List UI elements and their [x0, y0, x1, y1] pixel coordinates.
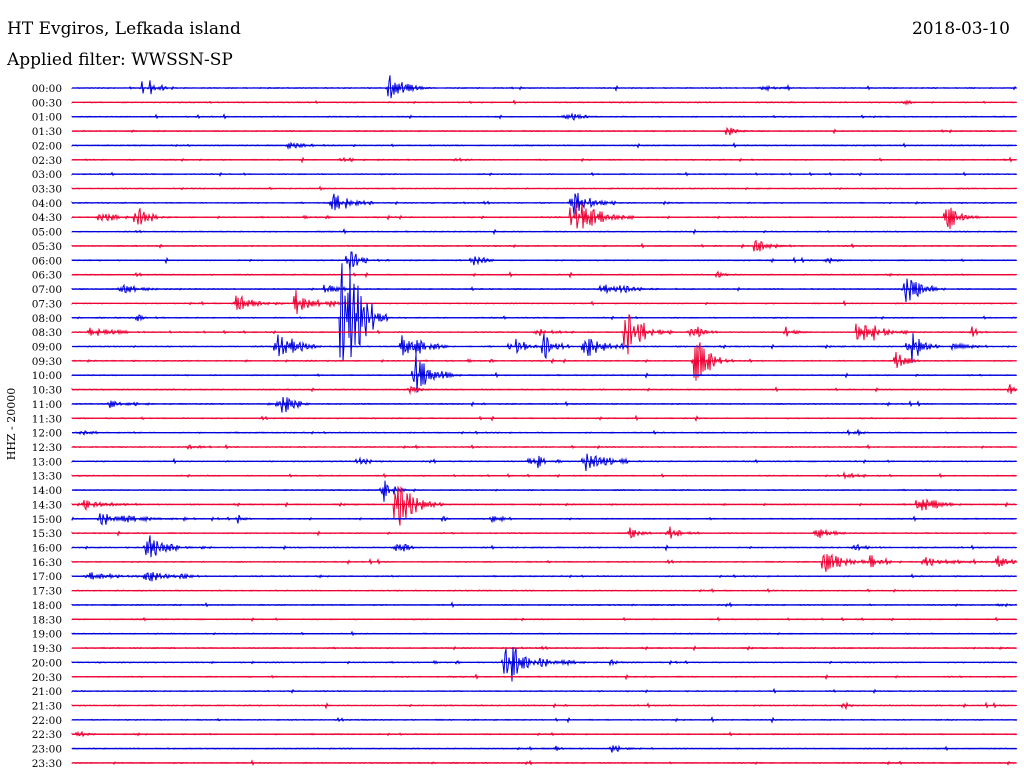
trace-row [72, 333, 1018, 364]
time-label: 21:30 [32, 700, 62, 712]
trace-group [71, 75, 1018, 766]
time-label: 14:30 [32, 499, 62, 511]
trace-row [71, 75, 1018, 99]
time-label-group: 00:00 00:30 01:00 01:30 02:00 02:30 03:00 03:30… [32, 83, 62, 770]
trace-row [72, 480, 1018, 502]
time-label: 20:00 [32, 657, 62, 669]
time-label: 12:30 [32, 442, 62, 454]
time-label: 03:30 [32, 184, 62, 196]
time-label: 04:30 [32, 212, 62, 224]
time-label: 08:30 [32, 327, 62, 339]
station-title: HT Evgiros, Lefkada island [7, 19, 241, 39]
time-label: 15:00 [32, 514, 62, 526]
trace-row [71, 526, 1018, 539]
trace-row [71, 203, 1018, 230]
time-label: 12:00 [32, 428, 62, 440]
trace-row [71, 353, 1017, 393]
time-label: 09:00 [32, 341, 62, 353]
time-label: 22:30 [32, 729, 62, 741]
date-label: 2018-03-10 [911, 19, 1010, 39]
time-label: 20:30 [32, 672, 62, 684]
time-label: 15:30 [32, 528, 62, 540]
channel-label: HHZ - 20000 [5, 388, 18, 461]
trace-row [71, 251, 1018, 271]
time-label: 05:00 [32, 227, 62, 239]
time-label: 16:30 [32, 557, 62, 569]
time-label: 00:00 [32, 83, 62, 95]
time-label: 17:30 [32, 586, 62, 598]
time-label: 21:00 [32, 686, 62, 698]
time-label: 16:00 [32, 543, 62, 555]
trace-row [71, 290, 1018, 315]
time-label: 19:30 [32, 643, 62, 655]
time-label: 08:00 [32, 313, 62, 325]
time-label: 23:00 [32, 744, 62, 756]
time-label: 19:00 [32, 629, 62, 641]
time-label: 17:00 [32, 571, 62, 583]
trace-row [71, 396, 1018, 413]
time-label: 11:00 [32, 399, 62, 411]
trace-row [71, 192, 1018, 215]
time-label: 14:00 [32, 485, 62, 497]
time-label: 06:30 [32, 270, 62, 282]
time-label: 18:30 [32, 614, 62, 626]
time-label: 02:00 [32, 140, 62, 152]
trace-row [71, 453, 1018, 472]
time-label: 23:30 [32, 758, 62, 770]
time-label: 10:30 [32, 385, 62, 397]
time-label: 07:00 [32, 284, 62, 296]
time-label: 03:00 [32, 169, 62, 181]
time-label: 04:00 [32, 198, 62, 210]
filter-label: Applied filter: WWSSN-SP [7, 50, 233, 70]
time-label: 13:00 [32, 456, 62, 468]
time-label: 06:00 [32, 255, 62, 267]
trace-row [71, 278, 1018, 303]
trace-row [71, 553, 1018, 572]
time-label: 07:30 [32, 298, 62, 310]
time-label: 18:00 [32, 600, 62, 612]
time-label: 05:30 [32, 241, 62, 253]
time-label: 00:30 [32, 97, 62, 109]
time-label: 02:30 [32, 155, 62, 167]
time-label: 01:30 [32, 126, 62, 138]
time-label: 09:30 [32, 356, 62, 368]
time-label: 13:30 [32, 471, 62, 483]
trace-row [71, 535, 1018, 558]
time-label: 11:30 [32, 413, 62, 425]
time-label: 01:00 [32, 112, 62, 124]
trace-row [71, 486, 1018, 526]
time-label: 22:00 [32, 715, 62, 727]
time-label: 10:00 [32, 370, 62, 382]
